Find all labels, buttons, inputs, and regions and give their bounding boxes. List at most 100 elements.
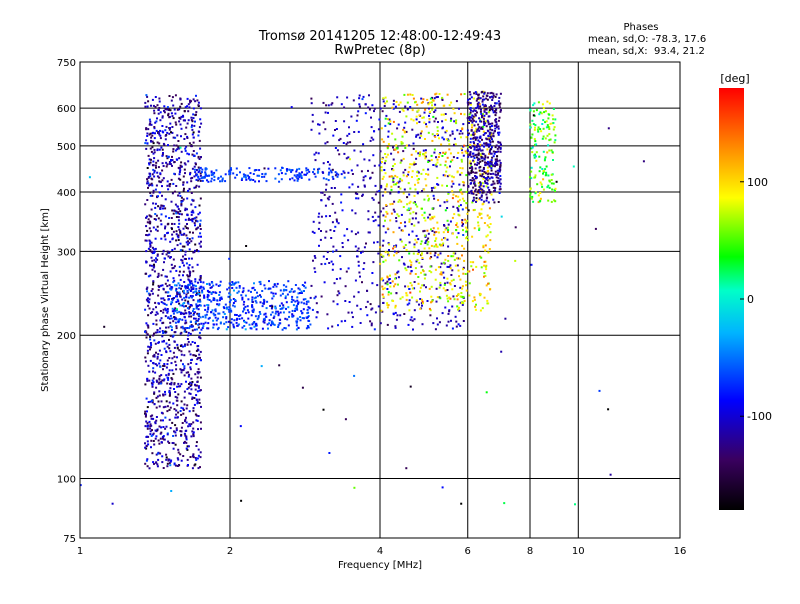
data-point: [186, 197, 189, 200]
data-point: [256, 291, 258, 294]
data-point: [405, 467, 408, 470]
data-point: [431, 139, 434, 142]
data-point: [339, 277, 342, 280]
data-point: [438, 137, 440, 140]
data-point: [172, 312, 175, 315]
data-point: [492, 150, 495, 153]
data-point: [381, 157, 384, 160]
data-point: [471, 167, 474, 170]
data-point: [417, 152, 420, 155]
data-point: [411, 217, 414, 220]
data-point: [156, 355, 159, 358]
data-point: [472, 192, 475, 195]
data-point: [494, 162, 496, 165]
data-point: [469, 93, 472, 96]
data-point: [255, 301, 258, 304]
data-point: [461, 244, 464, 247]
data-point: [479, 165, 482, 168]
data-point: [264, 312, 267, 315]
data-point: [326, 313, 329, 316]
data-point: [429, 252, 432, 255]
data-point: [189, 332, 192, 335]
data-point: [312, 171, 314, 174]
data-point: [486, 173, 489, 176]
data-point: [408, 233, 410, 236]
data-point: [387, 304, 390, 307]
data-point: [166, 310, 169, 313]
data-point: [168, 116, 171, 119]
data-point: [192, 431, 195, 434]
data-point: [182, 407, 185, 410]
data-point: [550, 179, 553, 181]
data-point: [194, 457, 197, 459]
data-point: [466, 212, 469, 215]
data-point: [88, 176, 91, 179]
data-point: [484, 156, 487, 159]
data-point: [305, 167, 308, 170]
data-point: [469, 167, 471, 170]
data-point: [431, 299, 434, 302]
data-point: [145, 139, 148, 142]
data-point: [179, 230, 182, 233]
data-point: [337, 324, 339, 327]
data-point: [184, 287, 187, 290]
data-point: [162, 297, 165, 300]
data-point: [149, 175, 152, 178]
data-point: [405, 249, 408, 251]
data-point: [439, 252, 442, 255]
data-point: [377, 252, 380, 255]
data-point: [173, 340, 176, 343]
data-point: [424, 149, 427, 152]
data-point: [179, 210, 182, 213]
data-point: [197, 314, 200, 317]
data-point: [483, 272, 486, 275]
data-point: [144, 101, 147, 104]
data-point: [196, 376, 199, 379]
data-point: [431, 104, 433, 107]
data-point: [179, 146, 182, 149]
data-point: [152, 191, 155, 194]
data-point: [185, 327, 188, 329]
data-point: [448, 174, 451, 177]
data-point: [188, 238, 191, 241]
data-point: [192, 427, 195, 430]
data-point: [410, 153, 413, 156]
data-point: [379, 150, 382, 153]
data-point: [448, 309, 451, 312]
data-point: [439, 152, 442, 154]
data-point: [495, 108, 498, 111]
data-point: [275, 285, 278, 288]
data-point: [430, 301, 432, 304]
data-point: [498, 179, 501, 182]
data-point: [199, 228, 202, 230]
data-point: [356, 249, 359, 252]
data-point: [490, 146, 493, 149]
data-point: [166, 311, 169, 314]
data-point: [533, 102, 536, 105]
data-point: [204, 321, 207, 324]
data-point: [396, 182, 399, 185]
data-point: [189, 320, 192, 323]
data-point: [192, 98, 195, 101]
data-point: [194, 186, 197, 189]
data-point: [444, 282, 446, 285]
data-point: [199, 350, 202, 353]
data-point: [332, 263, 335, 266]
data-point: [192, 270, 195, 273]
data-point: [270, 320, 273, 323]
data-point: [156, 276, 159, 278]
stats-heading: Phases: [623, 22, 658, 33]
data-point: [481, 128, 484, 130]
data-point: [529, 192, 532, 195]
data-point: [147, 443, 150, 446]
data-point: [198, 211, 201, 214]
data-point: [173, 318, 176, 321]
data-point: [149, 293, 152, 296]
data-point: [165, 400, 168, 403]
data-point: [409, 187, 412, 190]
data-point: [175, 185, 178, 187]
data-point: [166, 433, 169, 436]
data-point: [427, 173, 430, 176]
data-point: [182, 409, 185, 411]
data-point: [452, 156, 455, 159]
